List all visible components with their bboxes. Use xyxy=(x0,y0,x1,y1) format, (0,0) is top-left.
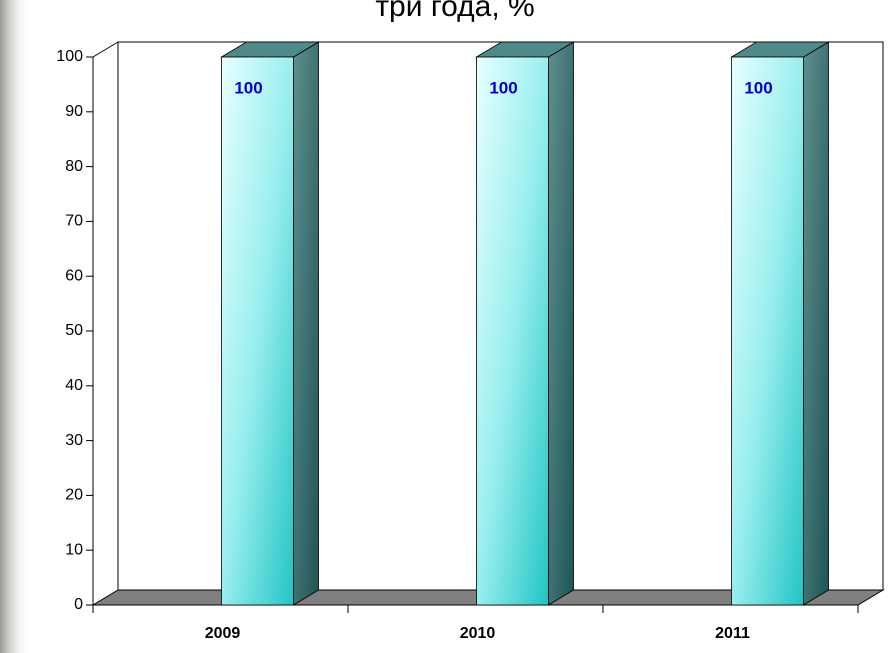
y-tick-label: 40 xyxy=(65,377,83,394)
y-tick-label: 90 xyxy=(65,103,83,120)
y-tick-label: 70 xyxy=(65,213,83,230)
chart-title: три года, % xyxy=(375,0,534,23)
y-tick-label: 20 xyxy=(65,487,83,504)
y-tick-label: 50 xyxy=(65,322,83,339)
bar xyxy=(221,56,294,606)
y-tick-label: 30 xyxy=(65,432,83,449)
background-edge xyxy=(0,0,30,653)
y-tick-label: 80 xyxy=(65,158,83,175)
value-label: 100 xyxy=(234,78,262,97)
y-tick-label: 100 xyxy=(56,48,83,65)
bar-side xyxy=(293,41,319,606)
value-label: 100 xyxy=(744,78,772,97)
bar xyxy=(731,56,804,606)
x-tick-label: 2010 xyxy=(460,625,496,642)
bar-side xyxy=(803,41,829,606)
bar-side xyxy=(548,41,574,606)
bar xyxy=(476,56,549,606)
side-wall-top xyxy=(92,41,119,58)
y-tick-label: 60 xyxy=(65,267,83,284)
y-tick-label: 10 xyxy=(65,541,83,558)
x-tick-label: 2011 xyxy=(715,625,750,642)
value-label: 100 xyxy=(489,78,517,97)
x-tick-label: 2009 xyxy=(205,625,241,642)
y-tick-label: 0 xyxy=(74,596,83,613)
